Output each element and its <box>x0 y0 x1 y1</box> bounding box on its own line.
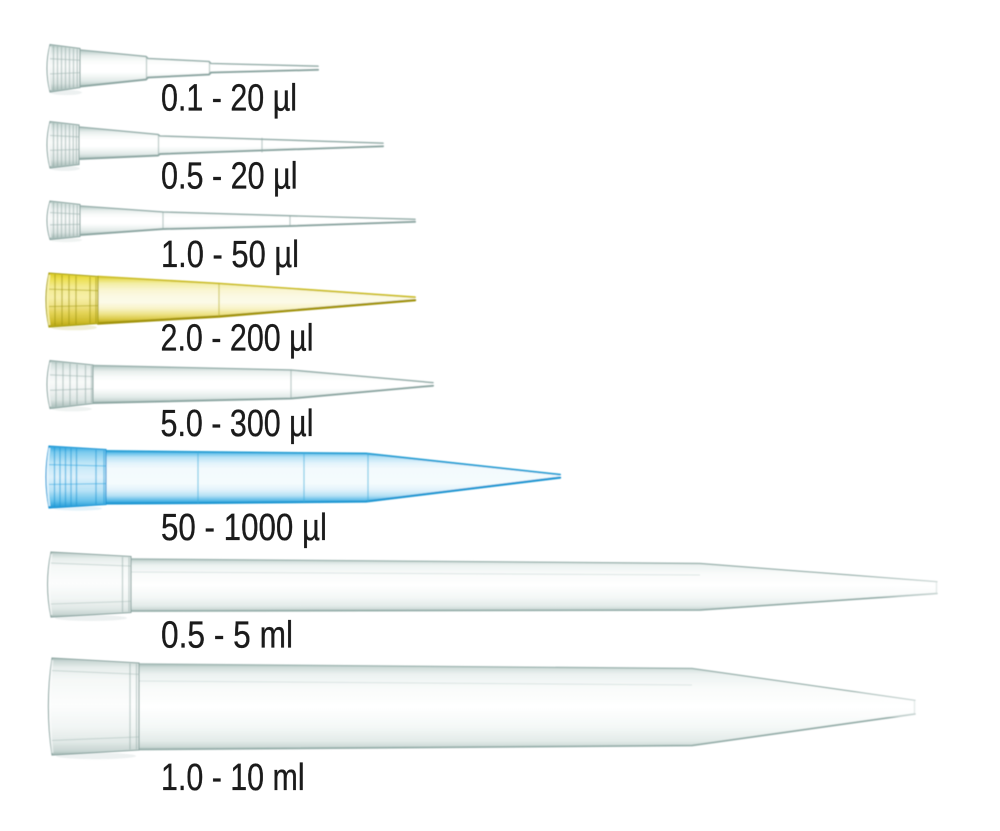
svg-text:50 - 1000 µl: 50 - 1000 µl <box>161 507 327 549</box>
svg-text:1.0 - 50 µl: 1.0 - 50 µl <box>161 234 299 276</box>
svg-text:2.0 - 200 µl: 2.0 - 200 µl <box>161 318 314 360</box>
svg-text:5.0 - 300 µl: 5.0 - 300 µl <box>161 403 314 445</box>
svg-text:0.5 - 20 µl: 0.5 - 20 µl <box>161 156 298 198</box>
svg-text:0.5 - 5 ml: 0.5 - 5 ml <box>161 615 293 657</box>
svg-text:0.1 - 20 µl: 0.1 - 20 µl <box>161 78 297 120</box>
svg-text:1.0 - 10 ml: 1.0 - 10 ml <box>161 757 305 799</box>
